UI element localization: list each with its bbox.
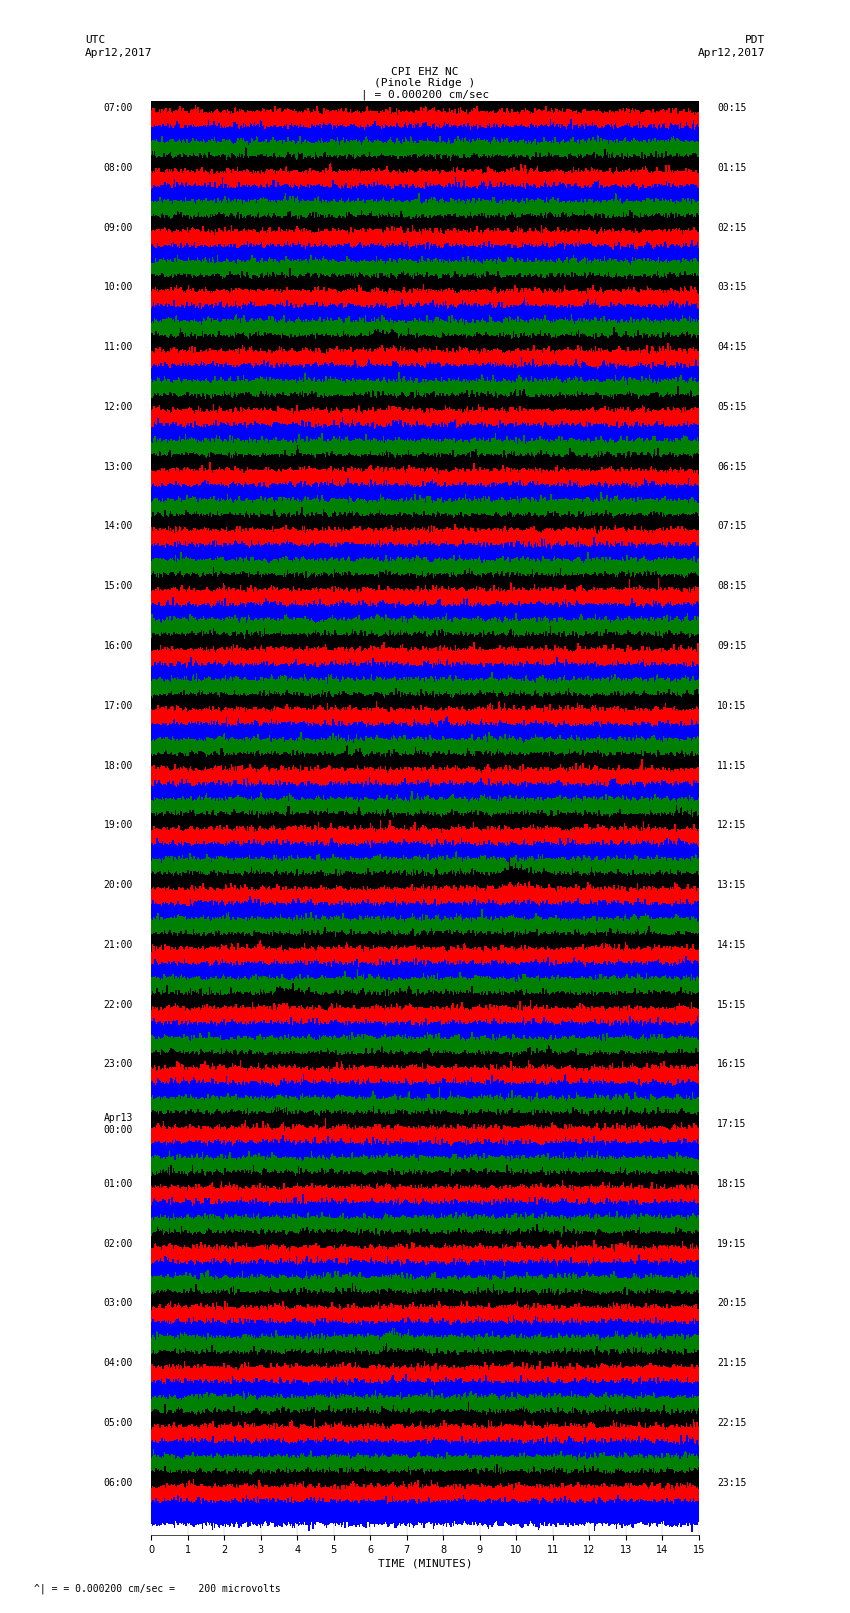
Text: 12:00: 12:00 <box>104 402 133 411</box>
Text: 17:15: 17:15 <box>717 1119 746 1129</box>
Text: 10:15: 10:15 <box>717 700 746 711</box>
Text: 23:00: 23:00 <box>104 1060 133 1069</box>
Text: Apr13
00:00: Apr13 00:00 <box>104 1113 133 1136</box>
Text: 06:00: 06:00 <box>104 1478 133 1487</box>
Text: 06:15: 06:15 <box>717 461 746 471</box>
Text: 23:15: 23:15 <box>717 1478 746 1487</box>
Text: 19:15: 19:15 <box>717 1239 746 1248</box>
Text: 04:15: 04:15 <box>717 342 746 352</box>
Text: 19:00: 19:00 <box>104 821 133 831</box>
Text: 02:00: 02:00 <box>104 1239 133 1248</box>
Text: 01:00: 01:00 <box>104 1179 133 1189</box>
Text: 14:15: 14:15 <box>717 940 746 950</box>
Text: 20:15: 20:15 <box>717 1298 746 1308</box>
Text: 18:00: 18:00 <box>104 761 133 771</box>
Text: 10:00: 10:00 <box>104 282 133 292</box>
Text: 04:00: 04:00 <box>104 1358 133 1368</box>
Title: CPI EHZ NC
(Pinole Ridge )
| = 0.000200 cm/sec: CPI EHZ NC (Pinole Ridge ) | = 0.000200 … <box>361 66 489 100</box>
Text: UTC: UTC <box>85 35 105 45</box>
Text: 18:15: 18:15 <box>717 1179 746 1189</box>
Text: 07:15: 07:15 <box>717 521 746 531</box>
Text: 00:15: 00:15 <box>717 103 746 113</box>
Text: 03:15: 03:15 <box>717 282 746 292</box>
Text: 05:00: 05:00 <box>104 1418 133 1428</box>
Text: 21:15: 21:15 <box>717 1358 746 1368</box>
Text: 15:00: 15:00 <box>104 581 133 592</box>
Text: 03:00: 03:00 <box>104 1298 133 1308</box>
Text: 22:15: 22:15 <box>717 1418 746 1428</box>
Text: Apr12,2017: Apr12,2017 <box>698 48 765 58</box>
Text: 20:00: 20:00 <box>104 881 133 890</box>
Text: 11:15: 11:15 <box>717 761 746 771</box>
Text: 09:15: 09:15 <box>717 640 746 652</box>
Text: 16:15: 16:15 <box>717 1060 746 1069</box>
Text: ^| = = 0.000200 cm/sec =    200 microvolts: ^| = = 0.000200 cm/sec = 200 microvolts <box>34 1582 280 1594</box>
Text: 22:00: 22:00 <box>104 1000 133 1010</box>
Text: 13:00: 13:00 <box>104 461 133 471</box>
Text: 01:15: 01:15 <box>717 163 746 173</box>
Text: 02:15: 02:15 <box>717 223 746 232</box>
Text: Apr12,2017: Apr12,2017 <box>85 48 152 58</box>
Text: 05:15: 05:15 <box>717 402 746 411</box>
Text: 14:00: 14:00 <box>104 521 133 531</box>
Text: 08:15: 08:15 <box>717 581 746 592</box>
X-axis label: TIME (MINUTES): TIME (MINUTES) <box>377 1560 473 1569</box>
Text: 21:00: 21:00 <box>104 940 133 950</box>
Text: PDT: PDT <box>745 35 765 45</box>
Text: 11:00: 11:00 <box>104 342 133 352</box>
Text: 13:15: 13:15 <box>717 881 746 890</box>
Text: 09:00: 09:00 <box>104 223 133 232</box>
Text: 17:00: 17:00 <box>104 700 133 711</box>
Text: 07:00: 07:00 <box>104 103 133 113</box>
Text: 08:00: 08:00 <box>104 163 133 173</box>
Text: 15:15: 15:15 <box>717 1000 746 1010</box>
Text: 16:00: 16:00 <box>104 640 133 652</box>
Text: 12:15: 12:15 <box>717 821 746 831</box>
